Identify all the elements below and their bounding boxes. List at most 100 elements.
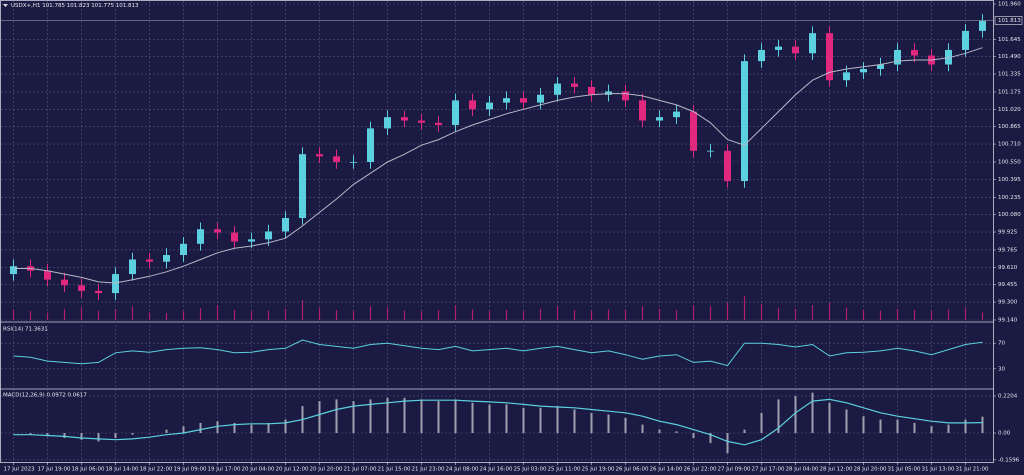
volume-bar	[811, 305, 814, 320]
candle-body	[435, 122, 442, 126]
macd-bar	[403, 397, 406, 434]
y-tick-label: 99.925	[998, 230, 1018, 236]
volume-bar	[913, 310, 916, 320]
candle-body	[248, 239, 255, 242]
volume-bar	[845, 307, 848, 320]
candle-body	[758, 49, 765, 62]
macd-bar	[743, 429, 746, 434]
candle-body	[673, 111, 680, 118]
macd-bar	[471, 402, 474, 434]
y-tick-label: 0.00	[998, 431, 1011, 437]
candle-body	[197, 229, 204, 244]
x-tick-label: 21 Jul 15:00	[378, 467, 411, 473]
x-tick-label: 24 Jul 08:00	[446, 467, 479, 473]
macd-bar	[930, 426, 933, 434]
volume-bar	[675, 310, 678, 320]
x-tick-label: 25 Jul 19:00	[582, 467, 615, 473]
volume-bar	[352, 311, 355, 320]
macd-bar	[913, 422, 916, 434]
candle-body	[554, 83, 561, 95]
macd-bar	[97, 433, 100, 442]
macd-bar	[165, 429, 168, 434]
y-tick-label: 99.610	[998, 265, 1018, 271]
macd-bar	[624, 417, 627, 434]
volume-bar	[63, 308, 66, 320]
candle-body	[78, 285, 85, 291]
candle-body	[656, 117, 663, 121]
macd-bar	[794, 396, 797, 434]
macd-bar	[947, 424, 950, 434]
macd-bar	[63, 433, 66, 439]
macd-bar	[369, 399, 372, 434]
macd-bar	[80, 433, 83, 440]
volume-bar	[692, 305, 695, 320]
macd-bar	[539, 407, 542, 434]
macd-bar	[335, 399, 338, 434]
y-tick-label: 70	[998, 341, 1005, 347]
volume-bar	[471, 309, 474, 320]
x-tick-label: 31 Jul 05:00	[888, 467, 921, 473]
candle-body	[911, 49, 918, 56]
volume-bar	[862, 310, 865, 320]
y-tick-label: 101.175	[998, 89, 1021, 95]
y-tick-label: -0.1596	[998, 457, 1020, 463]
volume-bar	[12, 310, 15, 320]
macd-bar	[709, 433, 712, 444]
candle-body	[44, 270, 51, 280]
volume-bar	[930, 310, 933, 320]
candle-body	[741, 61, 748, 182]
y-tick-label: 100.710	[998, 142, 1021, 148]
volume-bar	[403, 310, 406, 320]
volume-bar	[80, 307, 83, 320]
y-tick-label: 99.765	[998, 247, 1018, 253]
y-tick-label: 100.080	[998, 212, 1021, 218]
x-tick-label: 26 Jul 22:00	[684, 467, 717, 473]
pane-title: USDX+,H1 101.785 101.823 101.775 101.813	[11, 3, 139, 9]
volume-bar	[488, 310, 491, 320]
volume-bar	[199, 308, 202, 320]
macd-bar	[437, 401, 440, 434]
candle-body	[163, 255, 170, 262]
x-tick-label: 28 Jul 12:00	[820, 467, 853, 473]
y-tick-label: 99.300	[998, 300, 1018, 306]
macd-bar	[590, 412, 593, 434]
x-tick-label: 21 Jul 23:00	[412, 467, 445, 473]
x-tick-label: 28 Jul 20:00	[854, 467, 887, 473]
candle-body	[724, 150, 731, 182]
volume-bar	[641, 306, 644, 320]
volume-bar	[947, 309, 950, 320]
candle-body	[452, 100, 459, 126]
macd-bar	[675, 431, 678, 434]
y-tick-label: 101.960	[998, 2, 1021, 8]
volume-bar	[709, 306, 712, 320]
macd-bar	[199, 422, 202, 434]
volume-bar	[607, 309, 610, 320]
macd-bar	[352, 401, 355, 434]
volume-bar	[114, 309, 117, 320]
macd-bar	[216, 421, 219, 434]
candle-body	[112, 274, 119, 294]
candle-body	[826, 33, 833, 81]
macd-bar	[505, 404, 508, 434]
volume-bar	[964, 307, 967, 320]
candle-body	[639, 100, 646, 121]
last-price-box	[994, 16, 1023, 25]
y-tick-label: 100.550	[998, 160, 1021, 166]
volume-bar	[386, 307, 389, 320]
x-tick-label: 18 Jul 14:00	[106, 467, 139, 473]
y-tick-label: 30	[998, 366, 1005, 372]
volume-bar	[182, 311, 185, 320]
candle-body	[231, 232, 238, 242]
x-tick-label: 24 Jul 16:00	[480, 467, 513, 473]
x-tick-label: 28 Jul 04:00	[786, 467, 819, 473]
x-tick-label: 19 Jul 09:00	[174, 467, 207, 473]
volume-bar	[981, 312, 984, 320]
volume-bar	[522, 311, 525, 320]
volume-bar	[420, 311, 423, 320]
volume-bar	[760, 303, 763, 320]
candle-body	[265, 231, 272, 240]
candle-body	[571, 83, 578, 87]
macd-signal	[13, 398, 983, 446]
symbol-menu-icon[interactable]	[3, 4, 8, 7]
volume-bar	[318, 307, 321, 320]
